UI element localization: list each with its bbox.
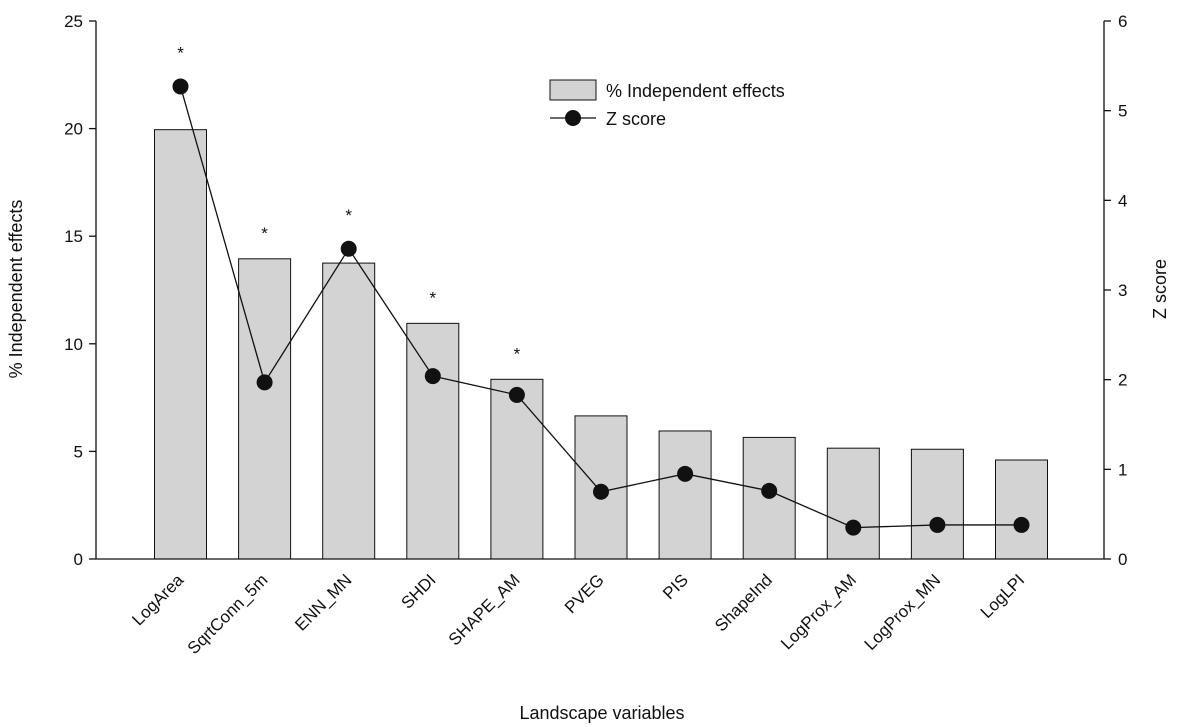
z-score-point (508, 386, 525, 403)
legend: % Independent effects Z score (549, 79, 785, 129)
x-tick-label: SHDI (397, 570, 439, 612)
z-score-point (172, 78, 189, 95)
bar (490, 378, 544, 560)
y-tick-label: 0 (74, 550, 83, 569)
y-tick-label: 25 (64, 12, 83, 31)
y2-tick-label: 5 (1118, 102, 1127, 121)
significance-star: * (261, 224, 268, 243)
z-score-point (256, 374, 273, 391)
z-score-point (929, 516, 946, 533)
bar (322, 262, 376, 560)
legend-bar-label: % Independent effects (606, 81, 785, 101)
z-score-point (340, 240, 357, 257)
x-tick-label: SqrtConn_5m (184, 570, 272, 658)
y2-tick-label: 0 (1118, 550, 1127, 569)
significance-star: * (345, 206, 352, 225)
ticks-layer: 0 5 10 15 20 25 0 1 2 3 4 5 6 (64, 12, 1127, 569)
x-tick-label: ShapeInd (711, 570, 776, 635)
bars-layer (154, 129, 1048, 560)
z-score-point (1013, 516, 1030, 533)
y2-tick-label: 4 (1118, 191, 1127, 210)
z-score-point (845, 519, 862, 536)
bar (154, 129, 207, 560)
x-tick-label: LogProx_MN (861, 570, 945, 654)
z-score-point (761, 482, 778, 499)
bar (910, 448, 964, 560)
y2-tick-label: 2 (1118, 371, 1127, 390)
x-tick-label: LogArea (128, 570, 187, 629)
significance-star: * (429, 288, 436, 307)
x-axis-title: Landscape variables (519, 703, 684, 723)
y-tick-label: 20 (64, 120, 83, 139)
significance-markers: * * * * * (177, 43, 520, 363)
bar (406, 322, 460, 560)
legend-line-label: Z score (606, 109, 666, 129)
y-tick-label: 5 (74, 442, 83, 461)
x-tick-label: PIS (659, 570, 692, 603)
legend-bar-swatch (549, 79, 597, 101)
x-tick-label: SHAPE_AM (445, 570, 524, 649)
x-tick-label: LogProx_AM (777, 570, 860, 653)
significance-star: * (514, 344, 521, 363)
points-layer (172, 78, 1030, 536)
bar (658, 430, 712, 560)
x-tick-label: LogLPI (977, 570, 1029, 622)
bar (826, 447, 880, 560)
y2-axis-title: Z score (1150, 259, 1170, 319)
z-score-point (677, 465, 694, 482)
bar (238, 258, 292, 560)
z-score-point (593, 483, 609, 500)
y2-tick-label: 3 (1118, 281, 1127, 300)
x-tick-label: ENN_MN (291, 570, 355, 634)
z-score-point (424, 368, 441, 385)
y-axis-title: % Independent effects (6, 200, 26, 379)
x-tick-label: PVEG (561, 570, 608, 617)
y-tick-label: 15 (64, 227, 83, 246)
legend-line-marker (565, 110, 581, 126)
bar (995, 459, 1048, 560)
y-tick-label: 10 (64, 335, 83, 354)
y2-tick-label: 1 (1118, 460, 1127, 479)
y2-tick-label: 6 (1118, 12, 1127, 31)
significance-star: * (177, 43, 184, 62)
